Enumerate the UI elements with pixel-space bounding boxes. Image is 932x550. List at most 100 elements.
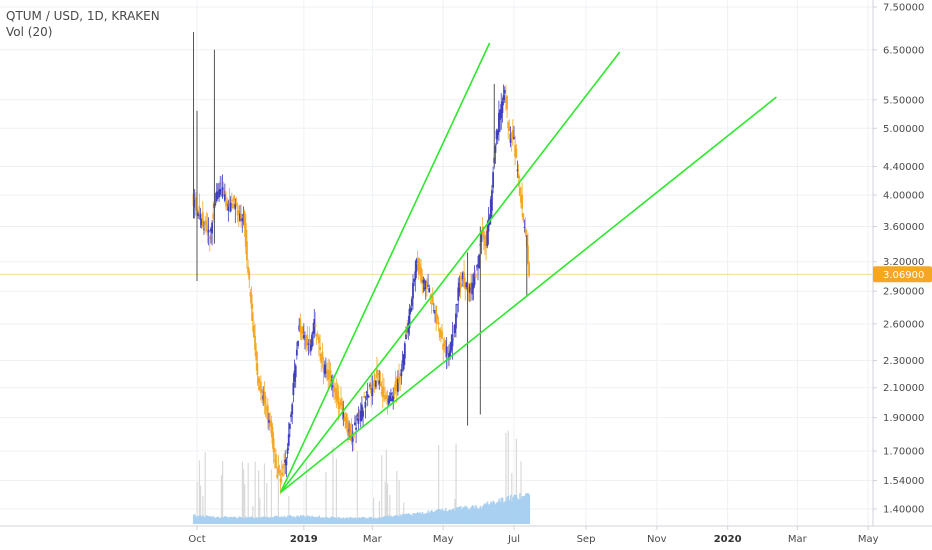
volume-bar <box>281 516 283 524</box>
volume-bar <box>266 517 268 524</box>
volume-spike <box>266 483 268 518</box>
volume-bar <box>434 511 437 524</box>
volume-bar <box>432 511 434 524</box>
candle-body <box>434 310 436 314</box>
volume-bar <box>361 517 363 524</box>
candle-body <box>234 203 237 210</box>
volume-bar <box>480 508 483 524</box>
volume-bar <box>450 510 453 524</box>
volume-spike <box>202 496 204 515</box>
symbol-title[interactable]: QTUM / USD, 1D, KRAKEN <box>6 9 160 23</box>
candle-body <box>198 206 201 215</box>
volume-bar <box>297 516 300 524</box>
candle-body <box>309 344 312 352</box>
volume-bar <box>367 518 369 524</box>
candle-body <box>257 378 260 383</box>
volume-bar <box>441 508 443 524</box>
volume-bar <box>309 515 311 524</box>
volume-bar <box>374 517 376 524</box>
volume-spike <box>277 456 279 517</box>
volume-bar <box>354 517 356 524</box>
volume-bar <box>238 516 240 524</box>
candle-body <box>408 308 411 328</box>
fan-line-shallow[interactable] <box>280 96 777 494</box>
candle-body <box>380 392 383 394</box>
volume-bar <box>404 514 406 524</box>
volume-bar <box>471 505 474 524</box>
volume-bar <box>290 515 293 524</box>
volume-spike <box>386 483 389 517</box>
candle-body <box>271 426 274 444</box>
candle-body <box>219 189 222 195</box>
volume-bar <box>406 514 409 524</box>
candle-body <box>232 203 234 209</box>
candle-body <box>388 395 391 402</box>
candle-body <box>356 414 359 417</box>
candle-body <box>462 272 464 279</box>
volume-bar <box>519 493 521 524</box>
volume-bar <box>378 517 381 524</box>
candle-body <box>523 227 526 228</box>
candle-body <box>520 196 522 203</box>
volume-bar <box>248 517 251 524</box>
candle-body <box>458 282 461 293</box>
price-axis[interactable]: 7.50000 6.50000 5.50000 5.00000 4.40000 4.000… <box>873 3 924 516</box>
candle-body <box>387 399 390 404</box>
candle-body <box>406 329 409 334</box>
volume-bar <box>202 514 204 524</box>
candle-body <box>336 391 339 402</box>
candle-body <box>200 219 203 225</box>
volume-bar <box>291 517 294 524</box>
volume-bar <box>214 517 217 524</box>
volume-indicator-label[interactable]: Vol (20) <box>6 25 53 39</box>
volume-bar <box>261 516 264 524</box>
volume-bar <box>377 517 380 524</box>
trend-lines[interactable] <box>279 42 777 494</box>
volume-bar <box>520 498 522 524</box>
fan-line-steep[interactable] <box>279 42 491 493</box>
volume-bar <box>355 518 358 524</box>
candle-body <box>255 350 258 361</box>
candle-body <box>381 386 384 398</box>
candle-body <box>199 213 202 220</box>
volume-bar <box>492 500 495 524</box>
time-tick-label: May <box>433 534 454 545</box>
volume-bar <box>386 516 389 524</box>
volume-spike <box>398 479 400 517</box>
time-tick-label: Sep <box>577 534 596 545</box>
candle-body <box>355 427 357 430</box>
volume-bar <box>385 516 388 524</box>
candle-body <box>370 384 373 394</box>
candle-body <box>343 417 346 422</box>
volume-spike <box>454 499 456 511</box>
volume-bar <box>424 513 426 524</box>
candle-body <box>399 378 402 380</box>
fan-line-middle[interactable] <box>279 51 621 493</box>
last-price-tag: 3.06900 <box>873 266 932 283</box>
candle-body <box>429 295 432 298</box>
volume-bar <box>196 516 198 524</box>
volume-bar <box>498 498 500 524</box>
volume-bar <box>194 514 196 524</box>
volume-bar <box>455 507 457 524</box>
time-axis[interactable]: Oct 2019 Mar May Jul Sep Nov 2020 Mar May <box>188 526 879 545</box>
volume-bar <box>413 513 416 524</box>
volume-bar <box>411 515 413 524</box>
price-tick-label: 5.00000 <box>883 124 924 135</box>
volume-bar <box>420 513 423 524</box>
volume-bar <box>303 515 305 524</box>
volume-bar <box>278 516 281 524</box>
volume-bar <box>334 517 337 524</box>
volume-spike <box>381 455 383 518</box>
volume-bar <box>332 516 334 524</box>
volume-bar <box>233 516 236 524</box>
candle-body <box>457 287 460 301</box>
candle-body <box>521 194 524 209</box>
volume-bar <box>260 517 262 524</box>
candle-body <box>340 399 342 404</box>
volume-bar <box>325 516 327 524</box>
volume-bar <box>235 518 238 524</box>
candle-body <box>358 410 361 420</box>
volume-bar <box>244 517 246 524</box>
